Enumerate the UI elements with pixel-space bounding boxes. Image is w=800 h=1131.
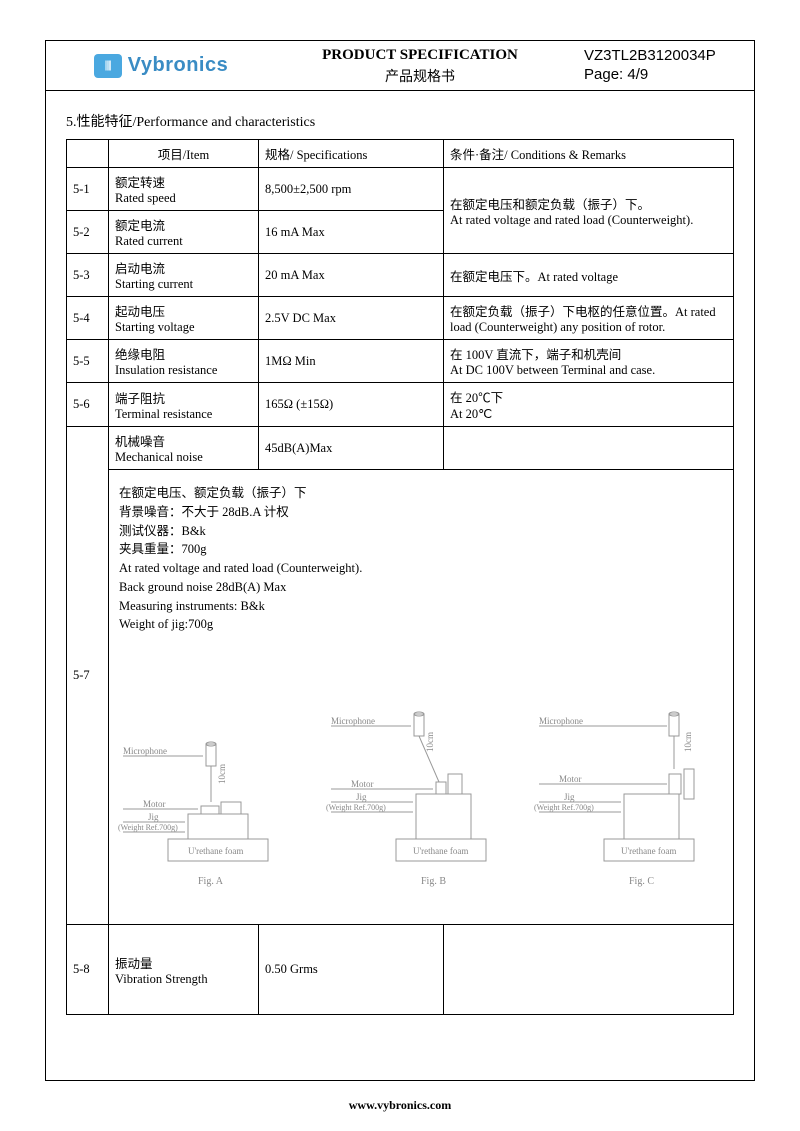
header-meta: VZ3TL2B3120034P Page: 4/9: [574, 41, 754, 90]
logo-text: Vybronics: [128, 54, 228, 77]
header-item: 项目/Item: [109, 140, 259, 168]
page-number: Page: 4/9: [584, 66, 754, 83]
row-spec: 0.50 Grms: [259, 925, 444, 1015]
row-item: 绝缘电阻 Insulation resistance: [109, 340, 259, 383]
row-spec: 8,500±2,500 rpm: [259, 168, 444, 211]
row-num: 5-1: [67, 168, 109, 211]
svg-text:Jig: Jig: [148, 812, 159, 822]
spec-table: 项目/Item 规格/ Specifications 条件·备注/ Condit…: [66, 139, 734, 1015]
row-item: 起动电压 Starting voltage: [109, 297, 259, 340]
note-block: 在额定电压、额定负载（振子）下 背景噪音：不大于 28dB.A 计权 测试仪器：…: [109, 470, 733, 644]
table-row: 5-7 机械噪音 Mechanical noise 45dB(A)Max: [67, 427, 734, 470]
row-num: 5-7: [67, 427, 109, 925]
table-header-row: 项目/Item 规格/ Specifications 条件·备注/ Condit…: [67, 140, 734, 168]
table-row-note: 在额定电压、额定负载（振子）下 背景噪音：不大于 28dB.A 计权 测试仪器：…: [67, 470, 734, 925]
svg-text:Motor: Motor: [143, 799, 166, 809]
svg-text:(Weight Ref.700g): (Weight Ref.700g): [326, 803, 386, 812]
svg-text:U'rethane foam: U'rethane foam: [621, 846, 676, 856]
part-number: VZ3TL2B3120034P: [584, 47, 754, 64]
row-spec: 165Ω (±15Ω): [259, 383, 444, 427]
row-item: 额定转速 Rated speed: [109, 168, 259, 211]
row-spec: 2.5V DC Max: [259, 297, 444, 340]
svg-text:10cm: 10cm: [683, 732, 693, 752]
logo: ||||| Vybronics: [46, 41, 266, 90]
header-spec: 规格/ Specifications: [259, 140, 444, 168]
row-item: 振动量 Vibration Strength: [109, 925, 259, 1015]
row-cond: 在额定负载（振子）下电枢的任意位置。At rated load (Counter…: [444, 297, 734, 340]
row-num: 5-4: [67, 297, 109, 340]
svg-text:Fig. C: Fig. C: [629, 876, 654, 887]
svg-text:10cm: 10cm: [217, 764, 227, 784]
row-item: 机械噪音 Mechanical noise: [109, 427, 259, 470]
svg-text:Microphone: Microphone: [123, 746, 167, 756]
header-title: PRODUCT SPECIFICATION 产品规格书: [266, 41, 574, 90]
row-spec: 1MΩ Min: [259, 340, 444, 383]
logo-icon: |||||: [94, 54, 122, 78]
row-item: 端子阻抗 Terminal resistance: [109, 383, 259, 427]
diagrams: 10cm Microphone Motor Jig (Weight Ref.70…: [109, 644, 733, 924]
svg-text:Jig: Jig: [356, 792, 367, 802]
diagram-fig-c: 10cm Microphone Motor Jig (Weight Ref.70…: [529, 674, 729, 904]
row-spec: 16 mA Max: [259, 211, 444, 254]
svg-text:Fig. A: Fig. A: [198, 876, 224, 887]
diagram-fig-b: 10cm Microphone Motor Jig (Weight Ref.70…: [321, 674, 521, 904]
row-spec: 45dB(A)Max: [259, 427, 444, 470]
table-row: 5-1 额定转速 Rated speed 8,500±2,500 rpm 在额定…: [67, 168, 734, 211]
table-row: 5-6 端子阻抗 Terminal resistance 165Ω (±15Ω)…: [67, 383, 734, 427]
section-title: 5.性能特征/Performance and characteristics: [66, 111, 734, 131]
svg-text:U'rethane foam: U'rethane foam: [413, 846, 468, 856]
table-row: 5-5 绝缘电阻 Insulation resistance 1MΩ Min 在…: [67, 340, 734, 383]
svg-text:10cm: 10cm: [425, 732, 435, 752]
svg-text:Motor: Motor: [559, 774, 582, 784]
title-en: PRODUCT SPECIFICATION: [266, 47, 574, 64]
svg-text:U'rethane foam: U'rethane foam: [188, 846, 243, 856]
row-num: 5-6: [67, 383, 109, 427]
row-num: 5-5: [67, 340, 109, 383]
svg-text:Microphone: Microphone: [539, 716, 583, 726]
title-cn: 产品规格书: [266, 66, 574, 86]
row-num: 5-3: [67, 254, 109, 297]
row-num: 5-8: [67, 925, 109, 1015]
svg-text:Microphone: Microphone: [331, 716, 375, 726]
svg-text:Motor: Motor: [351, 779, 374, 789]
table-row: 5-4 起动电压 Starting voltage 2.5V DC Max 在额…: [67, 297, 734, 340]
svg-text:Jig: Jig: [564, 792, 575, 802]
row-cond: 在额定电压和额定负载（振子）下。 At rated voltage and ra…: [444, 168, 734, 254]
header-cond: 条件·备注/ Conditions & Remarks: [444, 140, 734, 168]
svg-text:Fig. B: Fig. B: [421, 876, 446, 887]
row-spec: 20 mA Max: [259, 254, 444, 297]
row-cond: [444, 427, 734, 470]
row-cond: 在额定电压下。At rated voltage: [444, 254, 734, 297]
diagram-fig-a: 10cm Microphone Motor Jig (Weight Ref.70…: [113, 674, 313, 904]
row-cond: 在 100V 直流下，端子和机壳间 At DC 100V between Ter…: [444, 340, 734, 383]
row-cond: [444, 925, 734, 1015]
footer-url: www.vybronics.com: [0, 1098, 800, 1113]
row-item: 启动电流 Starting current: [109, 254, 259, 297]
document-header: ||||| Vybronics PRODUCT SPECIFICATION 产品…: [46, 41, 754, 91]
table-row: 5-3 启动电流 Starting current 20 mA Max 在额定电…: [67, 254, 734, 297]
row-item: 额定电流 Rated current: [109, 211, 259, 254]
svg-text:(Weight Ref.700g): (Weight Ref.700g): [118, 823, 178, 832]
svg-text:(Weight Ref.700g): (Weight Ref.700g): [534, 803, 594, 812]
row-num: 5-2: [67, 211, 109, 254]
row-cond: 在 20℃下 At 20℃: [444, 383, 734, 427]
table-row: 5-8 振动量 Vibration Strength 0.50 Grms: [67, 925, 734, 1015]
